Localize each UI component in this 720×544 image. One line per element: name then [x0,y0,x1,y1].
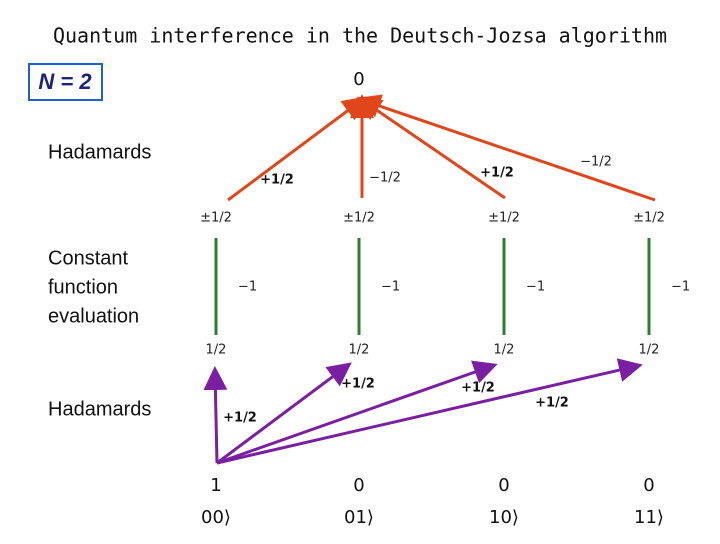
oracle-label: −1 [526,280,545,295]
edge-label: +1/2 [480,166,514,181]
ket: 00⟩ [201,507,231,528]
top-node: 0 [353,69,364,90]
edge-label: −1/2 [369,171,401,186]
hadamard-edge [356,94,656,202]
hadamard-edge [227,96,367,202]
amplitude: 1/2 [349,343,370,358]
amplitude: ±1/2 [488,211,520,226]
oracle-label: −1 [238,280,257,295]
hadamard-edge [216,358,643,465]
stage-label: Constant [48,247,128,269]
hadamard-edge [216,360,498,465]
hadamard-edge [203,366,228,464]
badge: N = 2 [38,69,92,94]
stage-label: Hadamards [48,398,151,420]
edge-label: +1/2 [260,173,294,188]
ket: 11⟩ [634,507,664,528]
output-value: 0 [498,475,509,496]
edge-label: −1/2 [580,155,612,170]
stage-label: evaluation [48,305,139,327]
output-value: 1 [210,475,221,496]
edge-label: +1/2 [461,381,495,396]
stage-label: Hadamards [48,141,151,163]
hadamard-edge [357,96,506,200]
amplitude: ±1/2 [343,211,375,226]
amplitude: ±1/2 [200,211,232,226]
hadamard-edge [216,362,352,465]
badge-box [28,63,103,101]
ket: 01⟩ [344,507,374,528]
oracle-label: −1 [381,280,400,295]
edge-label: +1/2 [341,377,375,392]
amplitude: ±1/2 [633,211,665,226]
stage-label: function [48,276,118,298]
ket: 10⟩ [489,507,519,528]
edge-label: +1/2 [535,396,569,411]
title: Quantum interference in the Deutsch-Jozs… [53,24,667,48]
output-value: 0 [643,475,654,496]
amplitude: 1/2 [494,343,515,358]
output-value: 0 [353,475,364,496]
amplitude: 1/2 [639,343,660,358]
amplitude: 1/2 [206,343,227,358]
edge-label: +1/2 [223,411,257,426]
oracle-label: −1 [671,280,690,295]
